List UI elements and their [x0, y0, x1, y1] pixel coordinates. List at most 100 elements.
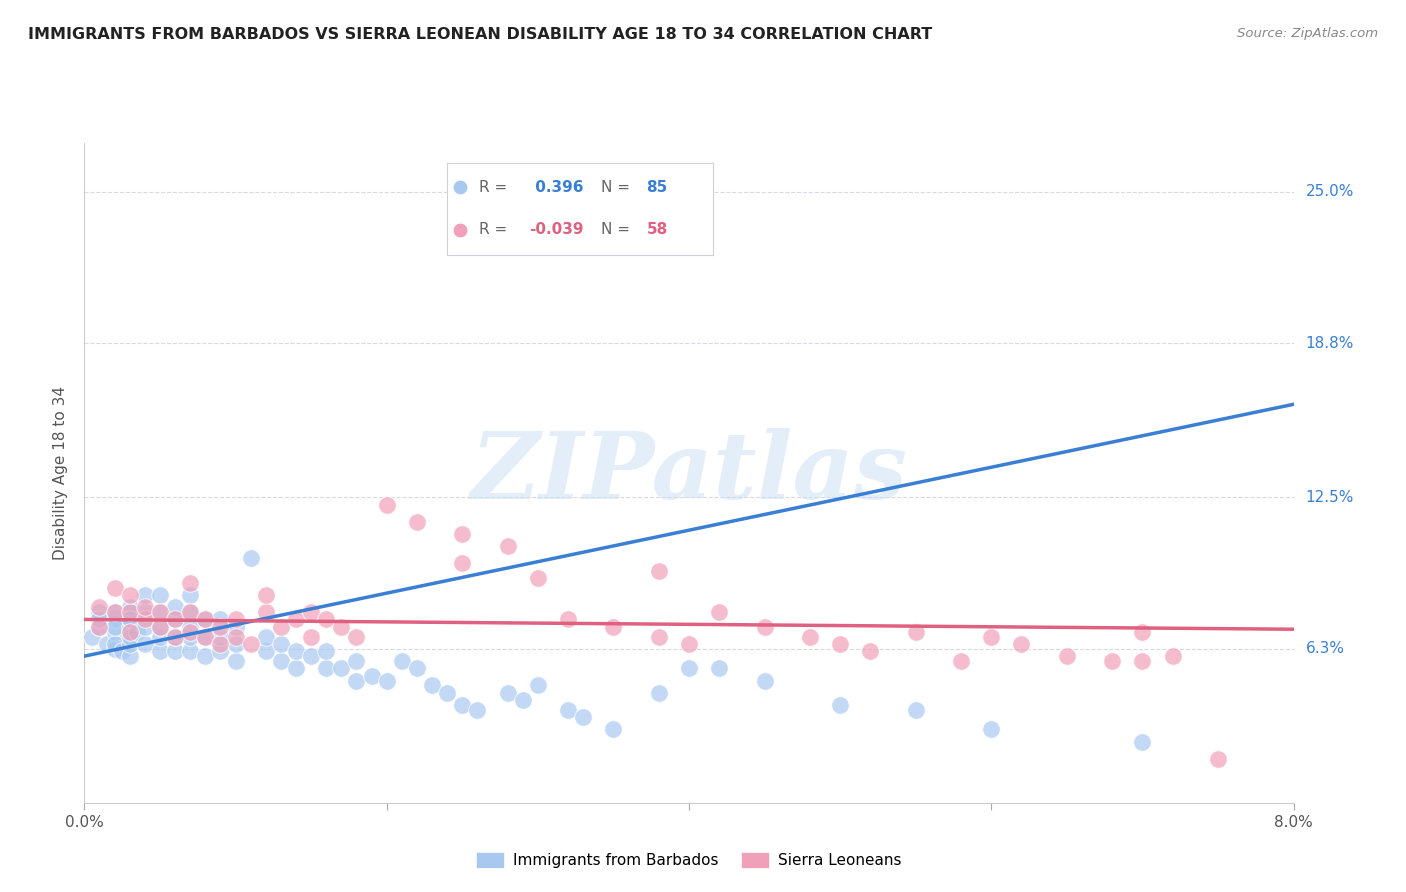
Point: [225, 654, 247, 668]
Point: [179, 575, 201, 590]
Text: ZIPatlas: ZIPatlas: [471, 428, 907, 517]
Point: [225, 637, 247, 651]
Point: [330, 620, 353, 634]
Point: [118, 605, 141, 619]
Text: 85: 85: [647, 180, 668, 195]
Point: [904, 624, 927, 639]
Point: [678, 637, 700, 651]
Point: [104, 620, 127, 634]
Point: [496, 686, 519, 700]
Point: [980, 630, 1002, 644]
Point: [330, 661, 353, 675]
Point: [451, 698, 474, 712]
Point: [104, 581, 127, 595]
Point: [149, 630, 172, 644]
Point: [375, 673, 398, 688]
Text: IMMIGRANTS FROM BARBADOS VS SIERRA LEONEAN DISABILITY AGE 18 TO 34 CORRELATION C: IMMIGRANTS FROM BARBADOS VS SIERRA LEONE…: [28, 27, 932, 42]
Point: [179, 605, 201, 619]
Point: [1056, 649, 1078, 664]
Point: [299, 649, 322, 664]
Point: [134, 620, 156, 634]
Point: [496, 539, 519, 553]
Point: [89, 620, 111, 634]
Text: 12.5%: 12.5%: [1306, 490, 1354, 505]
Point: [179, 644, 201, 658]
Point: [104, 605, 127, 619]
Point: [89, 620, 111, 634]
Point: [859, 644, 882, 658]
Y-axis label: Disability Age 18 to 34: Disability Age 18 to 34: [53, 385, 69, 560]
Point: [104, 624, 127, 639]
Point: [346, 673, 368, 688]
Point: [467, 703, 489, 717]
Point: [118, 630, 141, 644]
Point: [315, 644, 337, 658]
Point: [799, 630, 821, 644]
Point: [709, 605, 731, 619]
Point: [118, 612, 141, 626]
Point: [134, 612, 156, 626]
Point: [602, 723, 624, 737]
Point: [194, 612, 217, 626]
Point: [391, 654, 413, 668]
Point: [149, 588, 172, 602]
Point: [284, 612, 308, 626]
Point: [449, 223, 471, 237]
Point: [647, 630, 671, 644]
Point: [557, 703, 579, 717]
Text: N =: N =: [602, 180, 630, 195]
Text: N =: N =: [602, 222, 630, 237]
Text: 0.396: 0.396: [530, 180, 583, 195]
Point: [165, 600, 187, 615]
Point: [134, 600, 156, 615]
Text: 18.8%: 18.8%: [1306, 335, 1354, 351]
Point: [451, 527, 474, 541]
Point: [96, 637, 118, 651]
Point: [118, 624, 141, 639]
Point: [436, 686, 458, 700]
Point: [980, 723, 1002, 737]
Point: [179, 605, 201, 619]
Point: [451, 556, 474, 570]
Point: [194, 630, 217, 644]
Point: [209, 620, 232, 634]
Point: [299, 605, 322, 619]
Point: [111, 644, 134, 658]
Point: [239, 637, 262, 651]
Point: [194, 612, 217, 626]
Point: [209, 637, 232, 651]
Point: [179, 630, 201, 644]
Point: [89, 600, 111, 615]
Point: [165, 612, 187, 626]
Point: [209, 644, 232, 658]
Point: [406, 515, 429, 529]
Point: [572, 710, 595, 724]
Point: [270, 637, 292, 651]
Legend: Immigrants from Barbados, Sierra Leoneans: Immigrants from Barbados, Sierra Leonean…: [470, 847, 908, 874]
Point: [254, 588, 277, 602]
Point: [165, 630, 187, 644]
Point: [118, 600, 141, 615]
Point: [754, 673, 776, 688]
Point: [165, 630, 187, 644]
Point: [270, 654, 292, 668]
Point: [512, 693, 534, 707]
Point: [904, 703, 927, 717]
Text: R =: R =: [479, 180, 508, 195]
Point: [165, 644, 187, 658]
Point: [118, 612, 141, 626]
Text: 58: 58: [647, 222, 668, 237]
Point: [149, 605, 172, 619]
Point: [194, 630, 217, 644]
Point: [239, 551, 262, 566]
Point: [1132, 654, 1154, 668]
Point: [420, 678, 443, 692]
Text: -0.039: -0.039: [530, 222, 583, 237]
Point: [118, 605, 141, 619]
Point: [225, 630, 247, 644]
Point: [647, 564, 671, 578]
Point: [209, 612, 232, 626]
Point: [104, 641, 127, 656]
Point: [1206, 752, 1229, 766]
Point: [1161, 649, 1184, 664]
